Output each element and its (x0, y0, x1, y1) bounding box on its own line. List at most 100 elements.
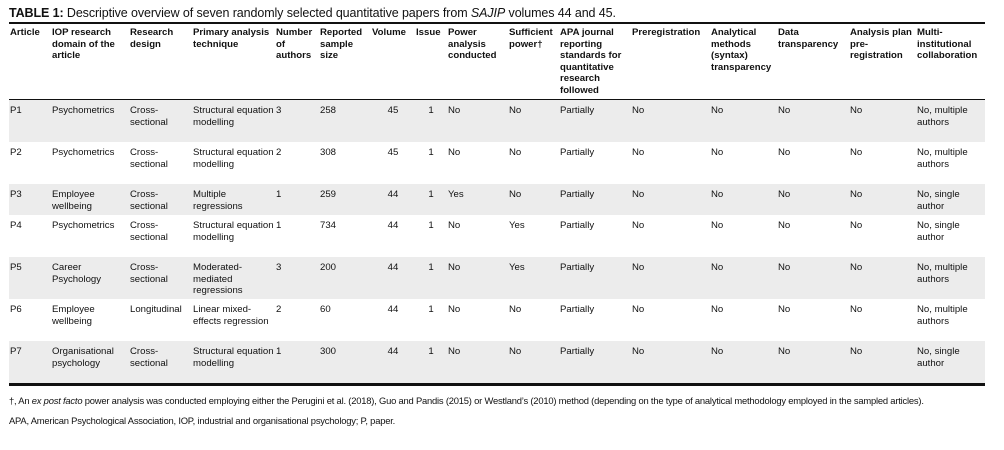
table-cell: No (711, 220, 724, 231)
table-cell: No (631, 257, 710, 299)
table-cell: Partially (559, 257, 631, 299)
table-cell: Career Psychology (51, 257, 129, 299)
table-cell: 258 (319, 99, 371, 142)
table-label: TABLE 1: (9, 6, 64, 20)
table-cell: No (631, 99, 710, 142)
table-cell: No (778, 304, 791, 315)
table-cell: No (777, 99, 849, 142)
table-cell: 259 (319, 184, 371, 215)
table-cell: No, multiple authors (917, 147, 968, 170)
column-header: Issue (415, 24, 447, 100)
column-header: APA journal reporting standards for quan… (559, 24, 631, 100)
column-header: Research design (129, 24, 192, 100)
table-cell: No (447, 99, 508, 142)
table-cell: 1 (428, 147, 434, 158)
table-cell: 1 (276, 220, 282, 231)
table-cell: Moderated-mediated regressions (192, 257, 275, 299)
table-cell: P2 (10, 147, 22, 158)
table-cell: Partially (559, 341, 631, 386)
column-header: Reported sample size (319, 24, 371, 100)
table-cell: 44 (387, 304, 399, 315)
table-cell: No (448, 147, 461, 158)
table-cell: Multiple regressions (192, 184, 275, 215)
table-cell: Structural equation modelling (192, 341, 275, 386)
column-header: Power analysis conducted (447, 24, 508, 100)
abbreviations-note: APA, American Psychological Association,… (9, 414, 396, 426)
table-cell: 1 (428, 304, 434, 315)
table-cell: No, single author (916, 341, 985, 386)
table-container: TABLE 1: Descriptive overview of seven r… (9, 0, 985, 434)
table-cell: No (849, 341, 916, 386)
table-cell: 1 (415, 257, 447, 299)
table-cell: Partially (559, 184, 631, 215)
table-cell: Cross-sectional (129, 99, 192, 142)
column-header: Data transparency (777, 24, 849, 100)
table-cell: 45 (387, 147, 399, 158)
table-cell: No (447, 257, 508, 299)
table-cell: No (509, 304, 522, 315)
table-cell: Cross-sectional (129, 341, 192, 386)
table-cell: Yes (509, 220, 525, 231)
title-text-end: volumes 44 and 45. (505, 6, 616, 20)
table-cell: 300 (319, 341, 371, 386)
table-cell: 1 (415, 341, 447, 386)
column-header: Number of authors (275, 24, 319, 100)
table-cell: Partially (560, 220, 595, 231)
table-row: P6 Employee wellbeing Longitudinal Linear m… (9, 299, 985, 341)
table-cell: 44 (371, 184, 415, 215)
table-cell: No (710, 341, 777, 386)
table-cell: 1 (275, 184, 319, 215)
table-row: P4 Psychometrics Cross-sectional Structural… (9, 215, 985, 257)
table-cell: 44 (371, 341, 415, 386)
table-row: P5 Career Psychology Cross-sectional Modera… (9, 257, 985, 299)
table-cell: Organisational psychology (51, 341, 129, 386)
table-cell: No, multiple authors (917, 304, 968, 327)
table-cell: No (850, 147, 863, 158)
table-cell: No (777, 341, 849, 386)
table-cell: No (711, 147, 724, 158)
table-cell: No (849, 257, 916, 299)
table-cell: No (509, 147, 522, 158)
table-cell: 60 (320, 304, 331, 315)
table-cell: P7 (9, 341, 51, 386)
table-cell: 1 (415, 99, 447, 142)
table-cell: No (711, 304, 724, 315)
table-cell: 734 (320, 220, 337, 231)
table-cell: No (508, 341, 559, 386)
table-row: P7 Organisational psychology Cross-section… (9, 341, 985, 386)
table-cell: Partially (560, 304, 595, 315)
table-cell: No (448, 304, 461, 315)
table-cell: 2 (276, 304, 282, 315)
table-cell: 1 (428, 220, 434, 231)
table-cell: Psychometrics (51, 99, 129, 142)
column-header: Primary analysis technique (192, 24, 275, 100)
table-cell: Structural equation modelling (193, 220, 274, 243)
table-cell: 200 (319, 257, 371, 299)
table-cell: 3 (275, 257, 319, 299)
table-cell: Structural equation modelling (193, 147, 274, 170)
table-cell: No (849, 99, 916, 142)
table-notes: †, An ex post facto power analysis was c… (9, 395, 985, 427)
dagger-note: †, An ex post facto power analysis was c… (9, 395, 985, 408)
note-text-end: power analysis was conducted employing e… (82, 395, 924, 406)
table-cell: No (631, 341, 710, 386)
table-cell: Yes (508, 257, 559, 299)
table-cell: 44 (371, 257, 415, 299)
note-text: †, An (9, 395, 32, 406)
table-cell: Employee wellbeing (51, 184, 129, 215)
table-cell: No (777, 184, 849, 215)
header-row: Article IOP research domain of the articl… (9, 24, 985, 100)
table-cell: Cross-sectional (130, 220, 168, 243)
table-cell: No, multiple authors (916, 99, 985, 142)
table-cell: No (631, 184, 710, 215)
table-cell: Psychometrics (52, 147, 115, 158)
table-cell: No (632, 304, 645, 315)
journal-name: SAJIP (470, 6, 506, 20)
table-cell: 3 (275, 99, 319, 142)
table-cell: No (632, 147, 645, 158)
table-cell: Structural equation modelling (192, 99, 275, 142)
table-cell: P1 (9, 99, 51, 142)
table-cell: 44 (387, 220, 399, 231)
table-cell: No (632, 220, 645, 231)
table-cell: No (448, 220, 461, 231)
